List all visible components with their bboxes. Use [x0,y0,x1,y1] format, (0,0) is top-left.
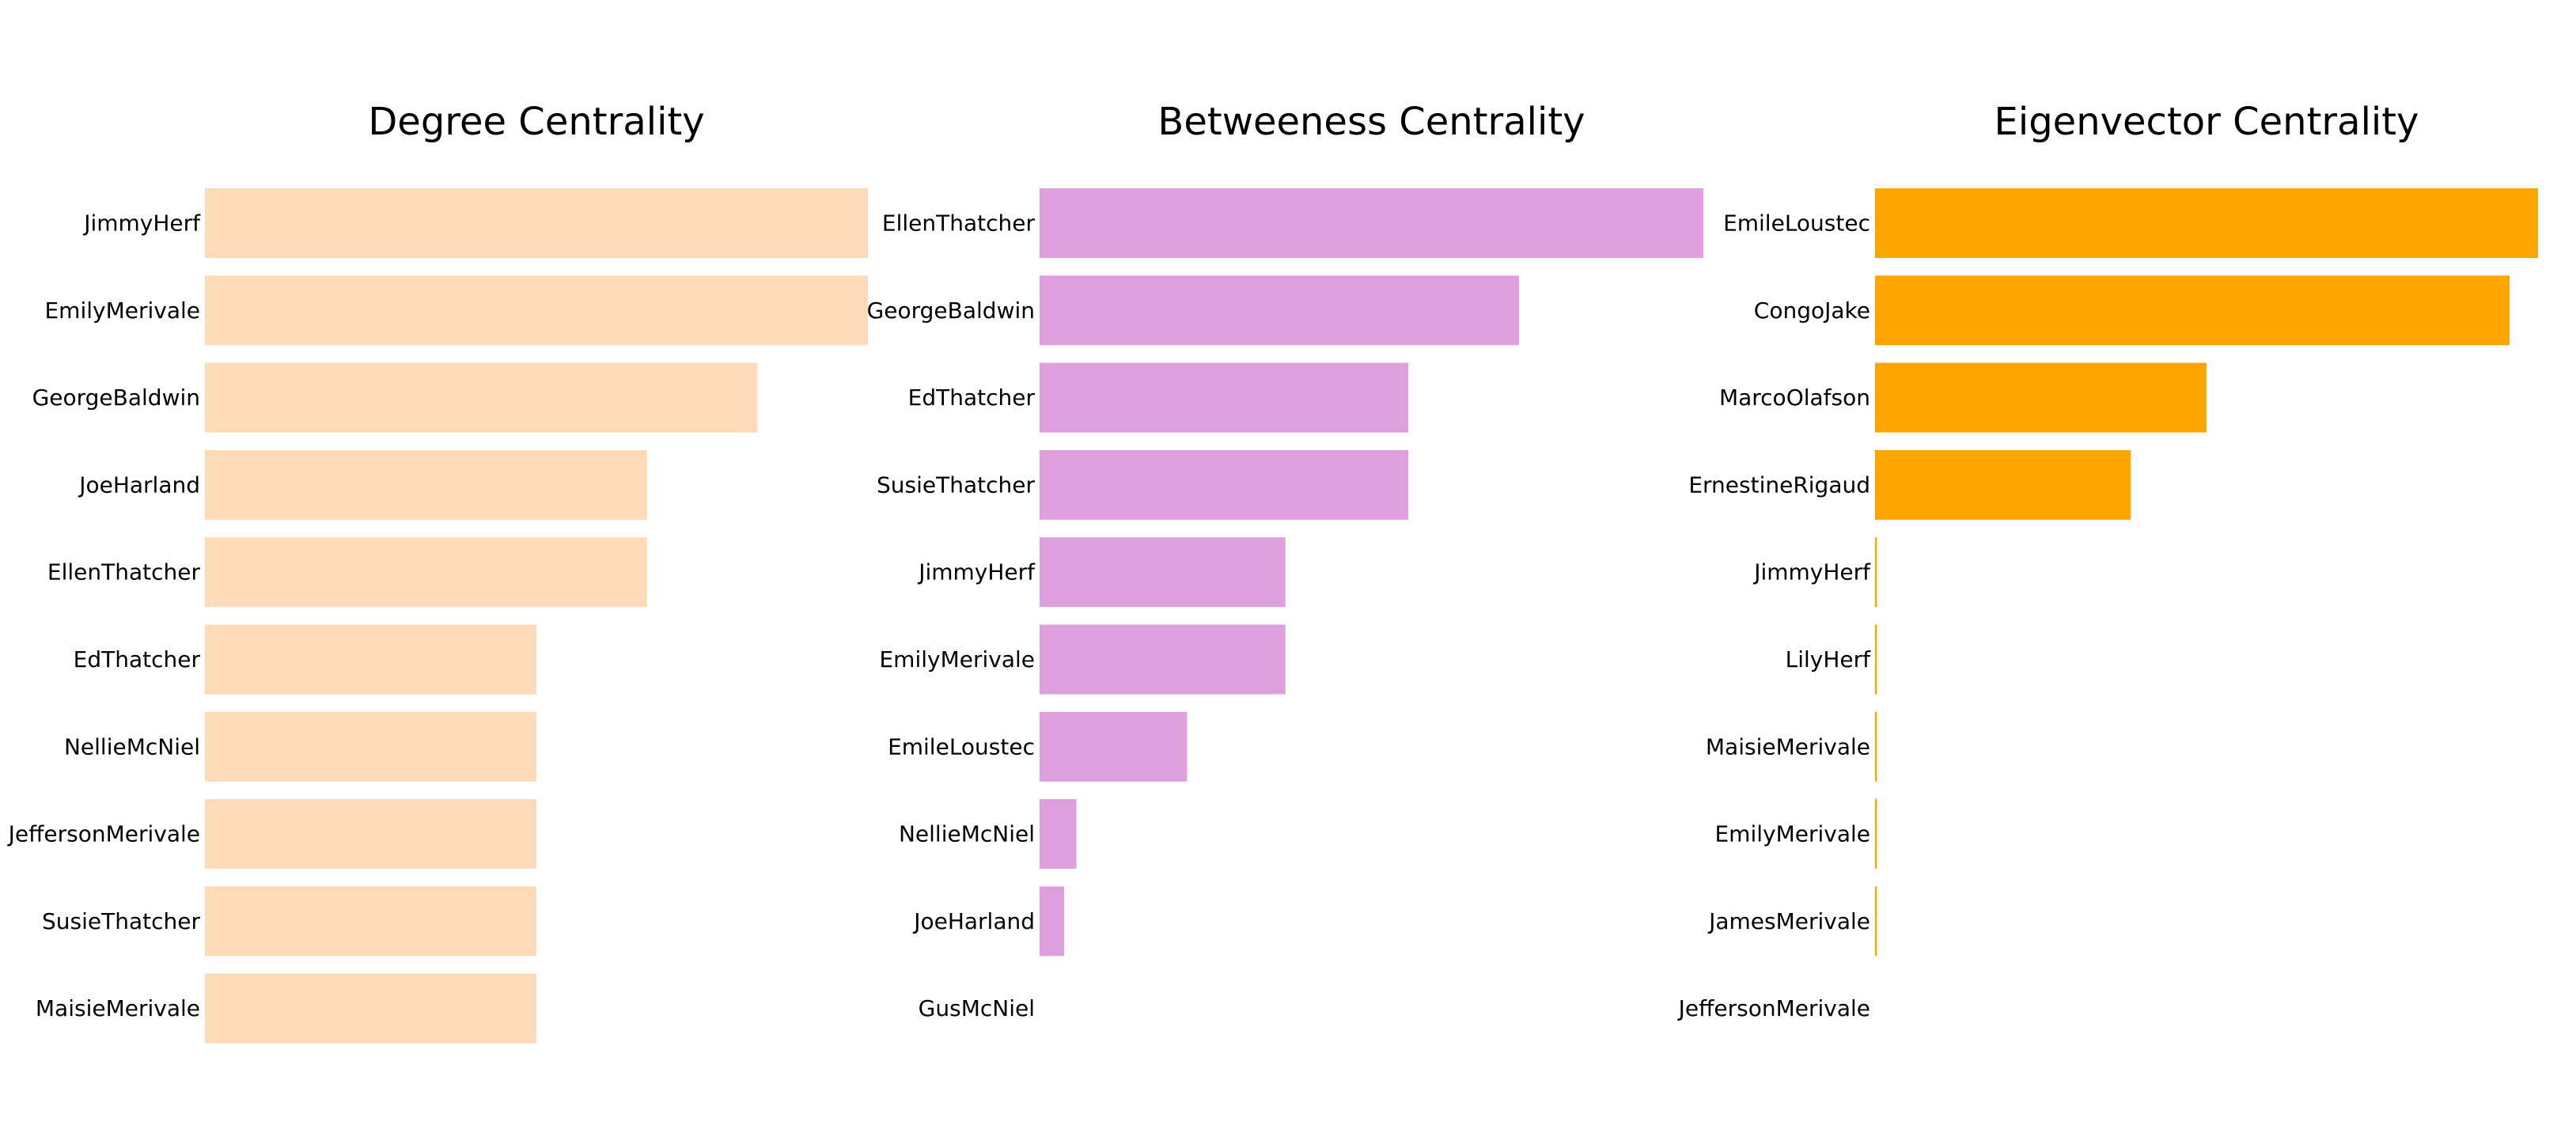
eigenvector-centrality-bar-ernestinerigaud [1875,449,2131,520]
degree-centrality-label-jimmyherf: JimmyHerf [82,210,201,237]
degree-centrality-label-joeharland: JoeHarland [78,472,200,498]
eigenvector-centrality-label-jimmyherf: JimmyHerf [1752,559,1871,585]
betweeness-centrality-panel: Betweeness Centrality EllenThatcher Georg… [867,100,1703,1021]
degree-centrality-bar-nelliemcniel [205,711,536,782]
betweeness-centrality-bar-ellenthatcher [1040,188,1703,258]
betweeness-centrality-bar-edthatcher [1040,362,1409,433]
eigenvector-centrality-title: Eigenvector Centrality [1995,100,2419,144]
betweeness-centrality-bars [1040,188,1703,957]
betweeness-centrality-label-joeharland: JoeHarland [912,908,1035,934]
betweeness-centrality-label-emilymerivale: EmilyMerivale [879,646,1035,672]
betweeness-centrality-label-ellenthatcher: EllenThatcher [882,210,1036,237]
degree-centrality-label-ellenthatcher: EllenThatcher [47,559,201,585]
degree-centrality-bar-emilymerivale [205,275,868,346]
eigenvector-centrality-bar-jimmyherf [1875,537,1877,608]
eigenvector-centrality-label-lilyherf: LilyHerf [1786,646,1872,672]
eigenvector-centrality-bars [1875,188,2538,957]
betweeness-centrality-title: Betweeness Centrality [1157,100,1585,144]
eigenvector-centrality-label-congojake: CongoJake [1754,297,1870,324]
eigenvector-centrality-bar-maisiemerivale [1875,711,1877,782]
betweeness-centrality-bar-susiethatcher [1040,449,1409,520]
eigenvector-centrality-bar-jamesmerivale [1875,886,1877,957]
degree-centrality-bar-edthatcher [205,624,536,695]
eigenvector-centrality-bar-emileloustec [1875,188,2538,258]
degree-centrality-bar-jimmyherf [205,188,868,258]
betweeness-centrality-bar-joeharland [1040,886,1065,957]
betweeness-centrality-bar-emileloustec [1040,711,1188,782]
eigenvector-centrality-bar-emilymerivale [1875,799,1877,869]
betweeness-centrality-bar-jimmyherf [1040,537,1286,608]
degree-centrality-labels: JimmyHerf EmilyMerivale GeorgeBaldwin JoeHa… [7,210,202,1022]
betweeness-centrality-label-edthatcher: EdThatcher [908,385,1036,411]
betweeness-centrality-labels: EllenThatcher GeorgeBaldwin EdThatcher Susi… [867,210,1036,1022]
degree-centrality-label-nelliemcniel: NellieMcNiel [64,733,200,760]
eigenvector-centrality-panel: Eigenvector Centrality EmileLoustec Congo… [1677,100,2538,1021]
betweeness-centrality-bar-georgebaldwin [1040,275,1519,346]
eigenvector-centrality-bar-lilyherf [1875,624,1877,695]
eigenvector-centrality-label-jeffersonmerivale: JeffersonMerivale [1677,995,1870,1021]
eigenvector-centrality-label-emilymerivale: EmilyMerivale [1714,821,1870,847]
degree-centrality-bar-joeharland [205,449,647,520]
degree-centrality-label-georgebaldwin: GeorgeBaldwin [32,385,200,411]
eigenvector-centrality-labels: EmileLoustec CongoJake MarcoOlafson Ernesti… [1677,210,1872,1022]
eigenvector-centrality-bar-congojake [1875,275,2510,346]
degree-centrality-label-edthatcher: EdThatcher [74,646,201,672]
betweeness-centrality-label-gusmcniel: GusMcNiel [919,995,1035,1021]
eigenvector-centrality-label-maisiemerivale: MaisieMerivale [1706,733,1870,760]
degree-centrality-bars [205,188,868,1044]
degree-centrality-bar-jeffersonmerivale [205,799,536,869]
eigenvector-centrality-label-emileloustec: EmileLoustec [1723,210,1870,237]
eigenvector-centrality-label-marcoolafson: MarcoOlafson [1719,385,1870,411]
eigenvector-centrality-bar-marcoolafson [1875,362,2207,433]
betweeness-centrality-bar-nelliemcniel [1040,799,1077,869]
degree-centrality-bar-georgebaldwin [205,362,758,433]
degree-centrality-panel: Degree Centrality JimmyHerf EmilyMerivale… [7,100,868,1044]
degree-centrality-label-susiethatcher: SusieThatcher [42,908,200,934]
degree-centrality-bar-maisiemerivale [205,973,536,1044]
betweeness-centrality-label-georgebaldwin: GeorgeBaldwin [867,297,1035,324]
betweeness-centrality-label-emileloustec: EmileLoustec [888,733,1035,760]
eigenvector-centrality-label-jamesmerivale: JamesMerivale [1707,908,1870,934]
degree-centrality-bar-susiethatcher [205,886,536,957]
degree-centrality-label-maisiemerivale: MaisieMerivale [36,995,200,1021]
betweeness-centrality-label-susiethatcher: SusieThatcher [877,472,1035,498]
degree-centrality-label-jeffersonmerivale: JeffersonMerivale [7,821,200,847]
degree-centrality-bar-ellenthatcher [205,537,647,608]
betweeness-centrality-label-nelliemcniel: NellieMcNiel [899,821,1035,847]
betweeness-centrality-label-jimmyherf: JimmyHerf [917,559,1036,585]
eigenvector-centrality-label-ernestinerigaud: ErnestineRigaud [1688,472,1870,498]
degree-centrality-title: Degree Centrality [368,100,704,144]
betweeness-centrality-bar-emilymerivale [1040,624,1286,695]
degree-centrality-label-emilymerivale: EmilyMerivale [44,297,200,324]
